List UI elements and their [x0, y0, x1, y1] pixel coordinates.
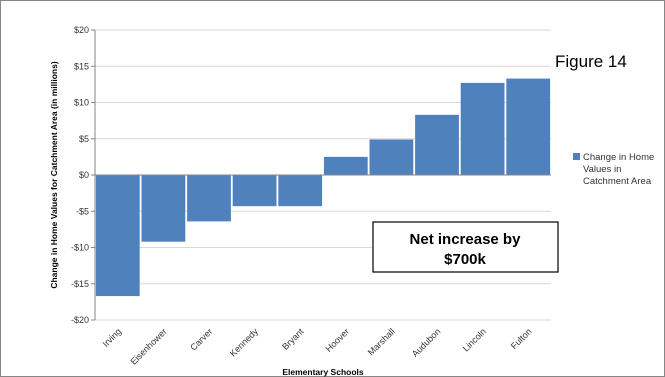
bar-carver: [187, 175, 231, 222]
bar-bryant: [278, 175, 323, 207]
y-tick-label: $5: [79, 134, 89, 144]
y-tick-label: -$20: [71, 315, 89, 325]
bar-eisenhower: [141, 175, 186, 242]
y-tick-label: $10: [74, 98, 89, 108]
bar-kennedy: [232, 175, 277, 207]
y-tick-label: -$10: [71, 243, 89, 253]
y-tick-label: $0: [79, 170, 89, 180]
legend-label-line-2: Values in: [583, 164, 621, 175]
bar-irving: [95, 175, 140, 297]
annotation-line-1: Net increase by: [410, 231, 522, 248]
x-axis-title: Elementary Schools: [282, 367, 364, 377]
y-tick-label: $15: [74, 61, 89, 71]
figure-label: Figure 14: [555, 52, 627, 71]
axes: [91, 29, 551, 321]
legend-label-line-3: Catchment Area: [583, 176, 652, 187]
bar-fulton: [506, 78, 551, 175]
bar-hoover: [323, 156, 368, 175]
legend-label-line-1: Change in Home: [583, 152, 654, 163]
bar-lincoln: [460, 82, 505, 175]
bars: [95, 78, 551, 297]
annotation-box: Net increase by $700k: [372, 221, 559, 273]
y-axis-title: Change in Home Values for Catchment Area…: [49, 61, 59, 289]
legend-swatch: [573, 153, 580, 160]
annotation-line-2: $700k: [444, 251, 486, 268]
y-tick-label: $20: [74, 25, 89, 35]
y-tick-label: -$15: [71, 279, 89, 289]
y-tick-label: -$5: [76, 206, 89, 216]
annotation-border: [372, 221, 559, 273]
bar-audubon: [415, 114, 459, 175]
legend: Change in Home Values in Catchment Area: [573, 152, 654, 187]
bar-marshall: [369, 139, 414, 175]
y-tick-labels: $20 $15 $10 $5 $0 -$5 -$10 -$15 -$20: [71, 25, 89, 325]
